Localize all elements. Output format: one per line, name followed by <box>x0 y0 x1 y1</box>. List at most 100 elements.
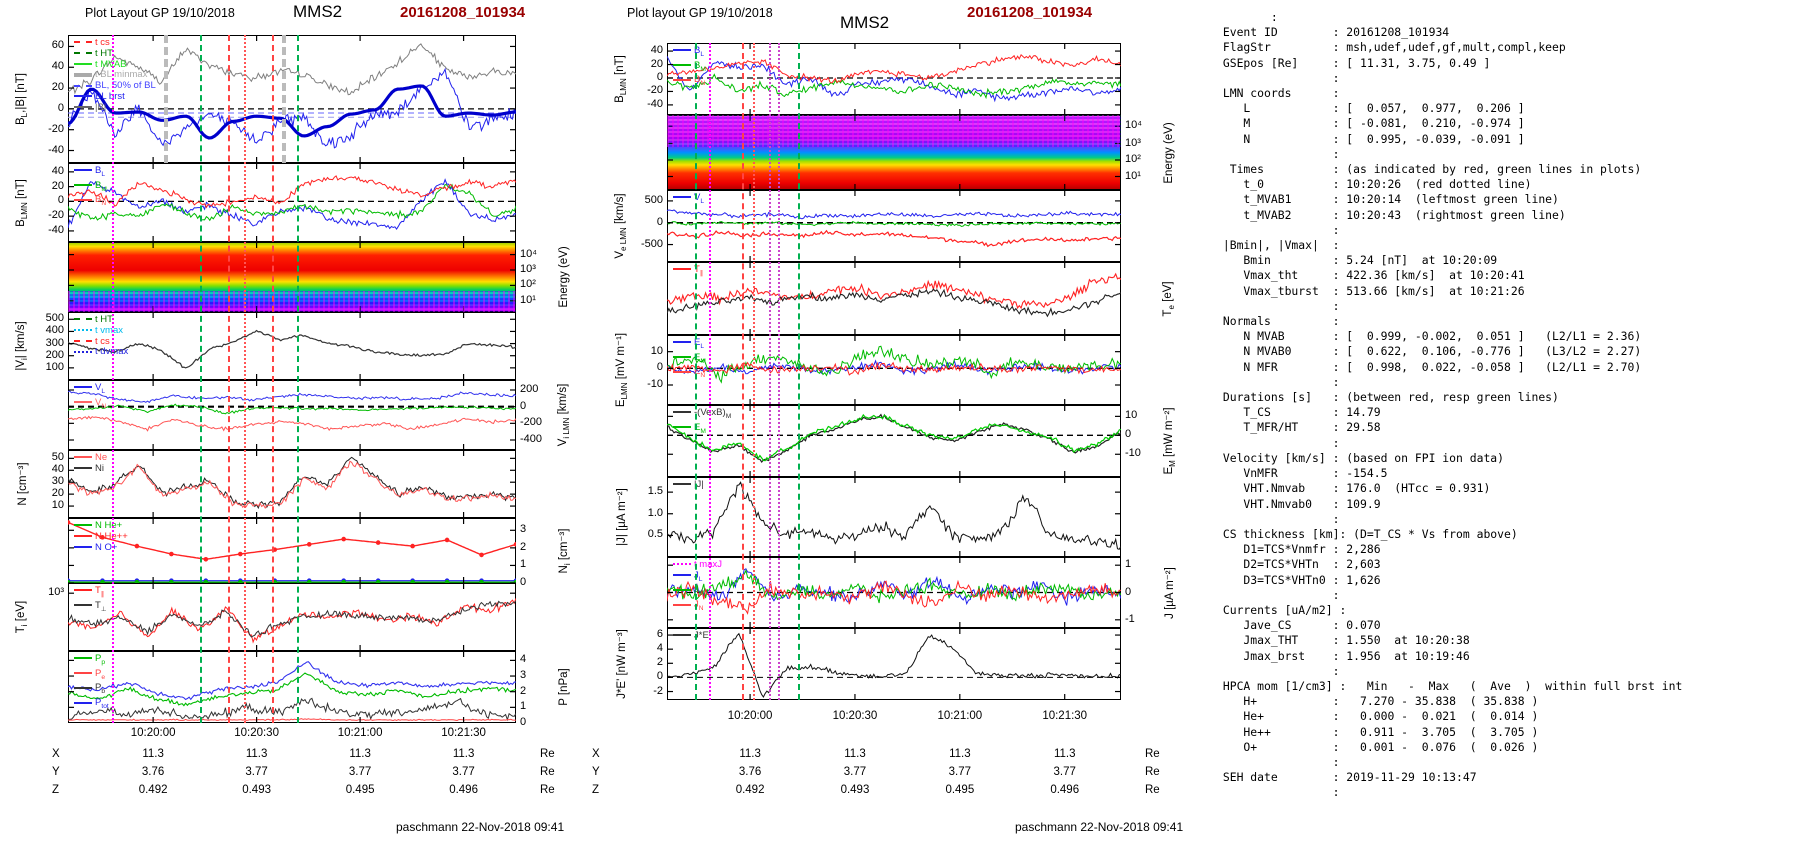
y-tick-label: 20 <box>51 81 64 94</box>
y-tick-label: 3 <box>520 669 527 682</box>
position-unit: Re <box>540 748 555 760</box>
fig2-panel-jmag[interactable] <box>667 477 1121 557</box>
plot-canvas-te <box>667 262 1121 335</box>
info-panel: : Event ID : 20161208_101934 FlagStr : m… <box>1216 10 1682 801</box>
legend-swatch-icon <box>74 546 92 549</box>
fig2-panel-jlmn[interactable] <box>667 557 1121 628</box>
plot-canvas-jlmn <box>667 557 1121 628</box>
series-BL <box>68 178 516 230</box>
legend-swatch-icon <box>74 701 92 704</box>
y-tick-label: 20 <box>51 487 64 500</box>
x-tick-label: 10:20:30 <box>832 710 878 722</box>
legend-swatch-icon <box>673 563 691 566</box>
legend-item: T∥ <box>74 585 107 601</box>
figure2-layout-label: Plot layout GP 19/10/2018 <box>627 6 773 20</box>
fig2-panel-espec[interactable] <box>667 115 1121 190</box>
position-value: 0.496 <box>449 784 478 796</box>
legend-item: J*E' <box>673 630 711 642</box>
info-line: : <box>1216 146 1340 161</box>
y-tick-label: 2 <box>520 684 527 697</box>
legend-label: Pp <box>95 653 106 666</box>
legend-jlmn: t maxJ JL JM JN <box>673 559 722 615</box>
fig1-panel-ni[interactable] <box>68 518 516 583</box>
legend-swatch-icon <box>673 426 691 429</box>
fig1-panel-vlmn[interactable] <box>68 380 516 450</box>
legend-swatch-icon <box>673 78 691 81</box>
plot-canvas-espec <box>667 115 1121 190</box>
legend-item: BL <box>673 45 706 61</box>
plot-canvas-velmn <box>667 190 1121 262</box>
info-line: : <box>1216 70 1340 85</box>
y-tick-label: 1 <box>1125 558 1132 571</box>
series-Tperp <box>68 600 516 638</box>
info-line: : <box>1216 222 1340 237</box>
y-axis-label-n: N [cm⁻³] <box>17 462 29 506</box>
y-axis-label-blmn: BLMN [nT] <box>613 55 629 103</box>
legend-item: Ne <box>74 452 108 464</box>
legend-swatch-icon <box>74 318 92 321</box>
info-line: Vmax_tburst : 513.66 [km/s] at 10:21:26 <box>1216 283 1525 298</box>
info-line: : <box>1216 374 1340 389</box>
info-line: VnMFR : -154.5 <box>1216 466 1388 481</box>
event-line <box>200 35 203 723</box>
info-line: VHT.Nmvab : 176.0 (HTcc = 0.931) <box>1216 481 1491 496</box>
legend-item: JN <box>673 599 722 615</box>
fig1-panel-blb[interactable] <box>68 35 516 163</box>
legend-swatch-icon <box>74 198 92 201</box>
series-Bmag <box>68 43 516 96</box>
y-tick-label: -40 <box>48 143 64 156</box>
fig1-panel-blmn[interactable] <box>68 163 516 242</box>
legend-label: VL <box>694 192 705 205</box>
legend-label: t HT <box>95 314 113 325</box>
legend-item: EN <box>673 366 706 382</box>
y-tick-label: -40 <box>647 97 663 110</box>
legend-swatch-icon <box>74 72 92 77</box>
fig1-panel-ionspec[interactable] <box>68 242 516 312</box>
info-line: GSEpos [Re] : [ 11.31, 3.75, 0.49 ] <box>1216 55 1491 70</box>
series-Pe <box>68 718 516 722</box>
info-line: : <box>1216 587 1340 602</box>
fig1-panel-ti[interactable] <box>68 583 516 651</box>
legend-je: J*E' <box>673 630 711 642</box>
y-axis-label-ionspec: Energy (eV) <box>558 246 570 308</box>
legend-swatch-icon <box>74 350 92 353</box>
legend-swatch-icon <box>673 574 691 577</box>
fig1-panel-p[interactable] <box>68 651 516 723</box>
y-axis-label-jlmn: J [µA m⁻²] <box>1164 566 1176 619</box>
fig2-panel-em[interactable] <box>667 405 1121 477</box>
fig2-panel-je[interactable] <box>667 628 1121 700</box>
legend-swatch-icon <box>673 370 691 373</box>
legend-label: Ne <box>95 452 108 463</box>
y-tick-label: 10³ <box>520 263 536 275</box>
y-tick-label: 4 <box>520 653 527 666</box>
y-tick-label: 60 <box>51 39 64 52</box>
fig2-panel-velmn[interactable] <box>667 190 1121 262</box>
info-line: FlagStr : msh,udef,udef,gf,mult,compl,ke… <box>1216 40 1566 55</box>
legend-item: VL <box>673 192 705 208</box>
y-tick-label: -400 <box>520 433 543 445</box>
info-line: Durations [s] : (between red, resp green… <box>1216 390 1559 405</box>
figure1-layout-label: Plot Layout GP 19/10/2018 <box>85 6 235 20</box>
fig1-panel-n[interactable] <box>68 450 516 518</box>
legend-swatch-icon <box>74 52 92 55</box>
event-line <box>297 35 300 723</box>
y-axis-label-velmn: Ve LMN [km/s] <box>613 193 629 259</box>
info-line: Times : (as indicated by red, green line… <box>1216 162 1642 177</box>
legend-label: VL <box>95 382 106 395</box>
info-line: Vmax_tht : 422.36 [km/s] at 10:20:41 <box>1216 268 1525 283</box>
plot-canvas-ni <box>68 518 516 583</box>
y-tick-label: 50 <box>51 451 64 464</box>
series-Tpar <box>68 598 516 644</box>
event-line <box>243 35 246 723</box>
fig2-panel-te[interactable] <box>667 262 1121 335</box>
legend-swatch-icon <box>673 634 691 637</box>
fig2-panel-blmn[interactable] <box>667 43 1121 115</box>
y-tick-label: 40 <box>650 44 663 57</box>
figure1-event-id: 20161208_101934 <box>400 4 526 21</box>
fig2-panel-elmn[interactable] <box>667 335 1121 405</box>
position-value: 0.492 <box>735 784 765 796</box>
position-value: 0.493 <box>840 784 870 796</box>
fig1-panel-vi[interactable] <box>68 312 516 380</box>
legend-item: Pe <box>74 668 109 684</box>
legend-label: t cs <box>95 37 110 48</box>
